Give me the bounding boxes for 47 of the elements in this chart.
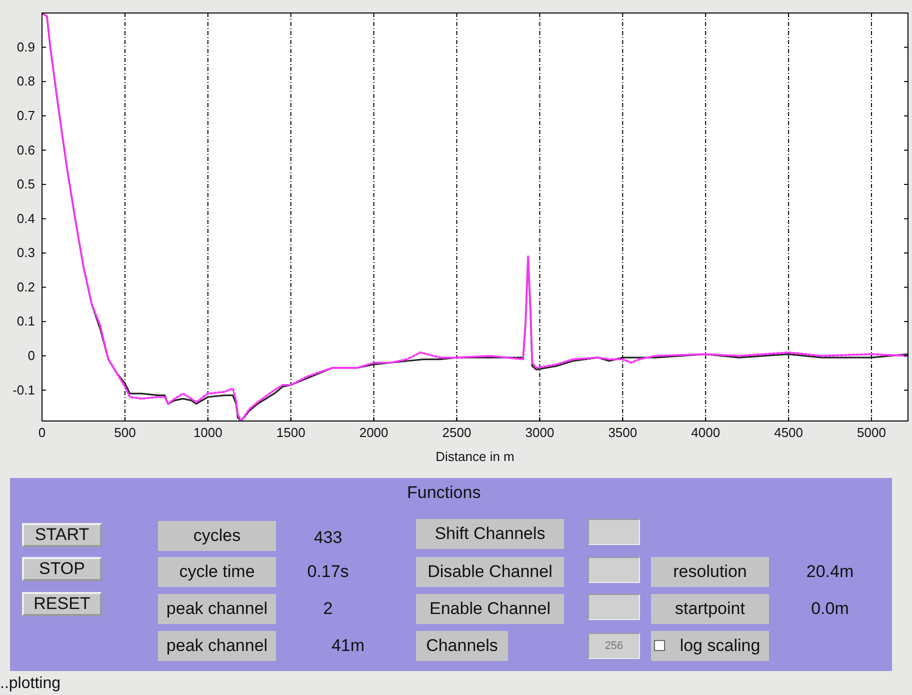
text: 2 xyxy=(323,599,333,619)
text: 41m xyxy=(331,636,365,656)
x-tick-label: 4500 xyxy=(774,425,804,440)
y-tick-label: 0.7 xyxy=(16,108,35,124)
text: cycles xyxy=(193,526,241,546)
x-tick-label: 500 xyxy=(114,425,136,440)
y-tick-label: 0.6 xyxy=(16,142,35,158)
x-tick-label: 1000 xyxy=(193,425,222,440)
x-tick-label: 1500 xyxy=(276,425,306,440)
text: Channels xyxy=(426,636,498,656)
x-axis-title: Distance in m xyxy=(436,449,514,464)
y-tick-label: 0.8 xyxy=(16,74,35,89)
text: peak channel xyxy=(166,636,268,656)
x-tick-label: 3000 xyxy=(525,425,554,440)
text: Enable Channel xyxy=(430,599,550,619)
text: cycle time xyxy=(179,562,255,582)
line-series xyxy=(42,13,908,421)
text: Disable Channel xyxy=(428,562,552,582)
y-tick-label: 0 xyxy=(28,348,35,364)
text: Functions xyxy=(407,483,481,503)
text: startpoint xyxy=(675,599,745,619)
y-tick-label: 0.9 xyxy=(16,39,35,54)
x-tick-label: 3500 xyxy=(608,425,638,440)
text: resolution xyxy=(673,562,747,582)
text: Shift Channels xyxy=(434,524,546,544)
text: RESET xyxy=(34,594,90,614)
y-tick-label: 0.4 xyxy=(16,210,35,226)
text: STOP xyxy=(39,559,85,579)
text: ..plotting xyxy=(0,675,60,693)
text: 0.0m xyxy=(811,599,849,619)
x-tick-label: 2000 xyxy=(359,425,388,440)
x-tick-label: 4000 xyxy=(691,425,720,440)
text: log scaling xyxy=(680,636,760,656)
y-tick-label: 0.2 xyxy=(16,279,35,294)
text: 20.4m xyxy=(806,562,854,582)
text: START xyxy=(34,525,90,545)
text: 256 xyxy=(604,640,624,652)
y-tick-label: 0.3 xyxy=(16,245,35,260)
y-tick-label: -0.1 xyxy=(12,382,35,398)
text: peak channel xyxy=(166,599,268,619)
y-tick-label: 0.5 xyxy=(16,176,35,192)
y-tick-label: 0.1 xyxy=(16,314,35,329)
x-tick-label: 0 xyxy=(38,425,46,440)
x-tick-label: 2500 xyxy=(442,425,472,440)
x-tick-label: 5000 xyxy=(857,425,886,440)
text: 0.17s xyxy=(307,562,349,582)
text: 433 xyxy=(314,528,342,548)
